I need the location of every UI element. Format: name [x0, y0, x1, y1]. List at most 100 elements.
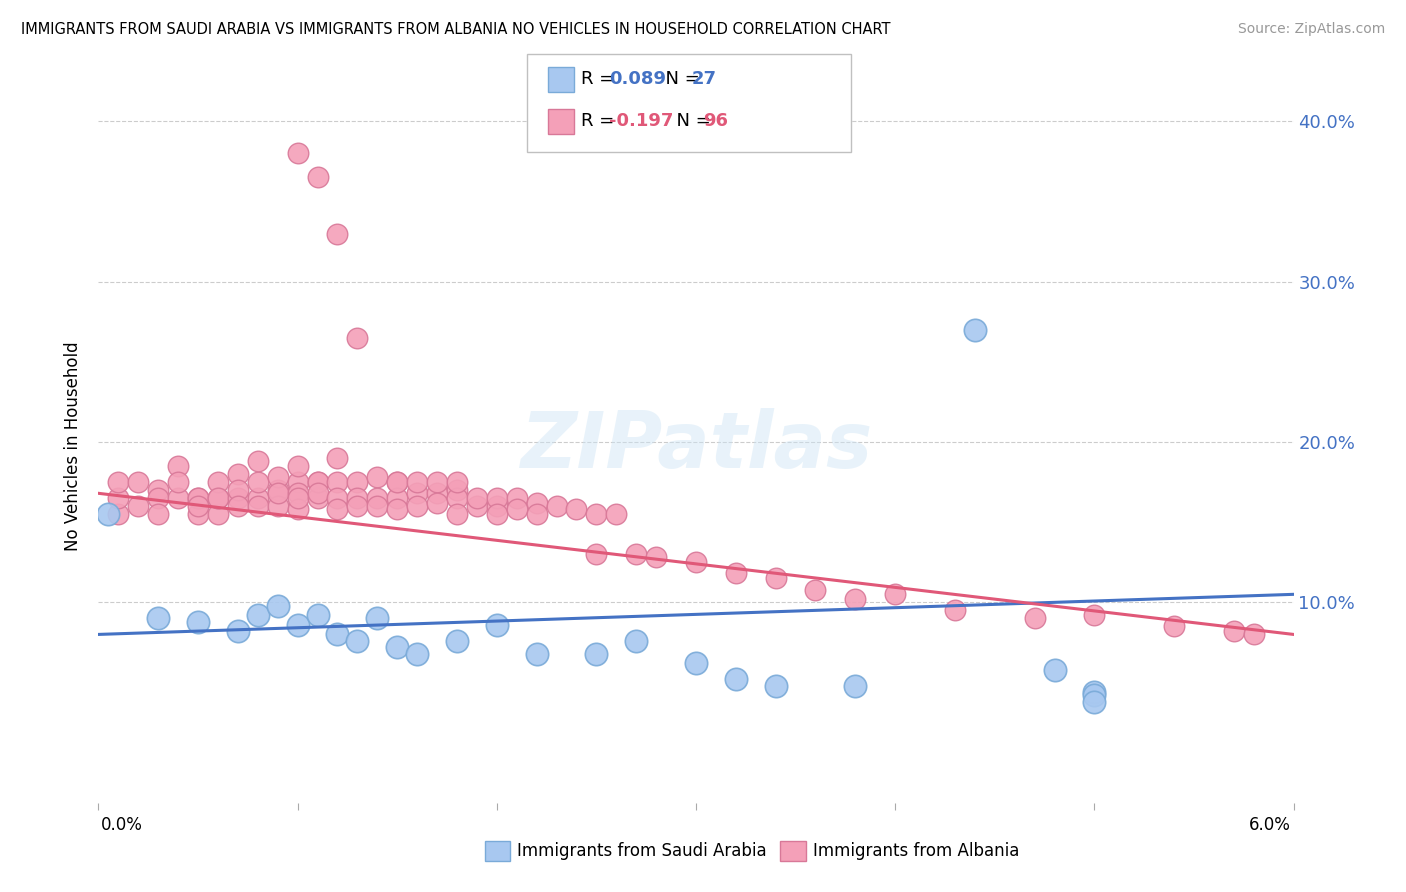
- Point: [1163, 619, 1185, 633]
- Point: [943, 603, 966, 617]
- Point: [385, 475, 409, 489]
- Text: 0.089: 0.089: [609, 70, 666, 88]
- Point: [506, 502, 529, 516]
- Point: [406, 499, 429, 513]
- Point: [326, 502, 349, 516]
- Point: [346, 491, 368, 505]
- Point: [287, 617, 309, 632]
- Point: [884, 587, 907, 601]
- Point: [97, 507, 120, 521]
- Point: [485, 507, 508, 521]
- Point: [526, 507, 548, 521]
- Point: [465, 499, 488, 513]
- Point: [446, 491, 468, 505]
- Point: [167, 491, 190, 505]
- Point: [685, 657, 707, 671]
- Point: [1083, 689, 1105, 703]
- Point: [804, 582, 827, 597]
- Text: Source: ZipAtlas.com: Source: ZipAtlas.com: [1237, 22, 1385, 37]
- Point: [585, 547, 607, 561]
- Text: ZIPatlas: ZIPatlas: [520, 408, 872, 484]
- Point: [246, 499, 269, 513]
- Point: [107, 475, 129, 489]
- Point: [207, 507, 229, 521]
- Point: [526, 647, 548, 661]
- Point: [187, 499, 209, 513]
- Point: [226, 624, 249, 639]
- Point: [426, 496, 449, 510]
- Point: [546, 499, 568, 513]
- Point: [645, 550, 668, 565]
- Point: [326, 450, 349, 465]
- Point: [207, 491, 229, 505]
- Point: [844, 592, 866, 607]
- Point: [107, 507, 129, 521]
- Point: [207, 475, 229, 489]
- Point: [307, 608, 329, 623]
- Point: [307, 475, 329, 489]
- Point: [187, 507, 209, 521]
- Point: [267, 599, 290, 613]
- Point: [385, 475, 409, 489]
- Text: 27: 27: [692, 70, 717, 88]
- Point: [187, 615, 209, 629]
- Point: [167, 475, 190, 489]
- Point: [626, 633, 648, 648]
- Point: [326, 475, 349, 489]
- Point: [446, 483, 468, 497]
- Point: [406, 475, 429, 489]
- Text: N =: N =: [665, 112, 717, 130]
- Point: [346, 475, 368, 489]
- Point: [346, 633, 368, 648]
- Text: Immigrants from Saudi Arabia: Immigrants from Saudi Arabia: [517, 842, 768, 860]
- Point: [287, 146, 309, 161]
- Point: [127, 499, 149, 513]
- Point: [765, 571, 787, 585]
- Point: [765, 679, 787, 693]
- Text: 6.0%: 6.0%: [1249, 816, 1291, 834]
- Point: [1083, 685, 1105, 699]
- Point: [426, 475, 449, 489]
- Point: [346, 499, 368, 513]
- Point: [226, 467, 249, 481]
- Point: [246, 475, 269, 489]
- Point: [267, 486, 290, 500]
- Point: [605, 507, 627, 521]
- Point: [565, 502, 588, 516]
- Point: [446, 633, 468, 648]
- Point: [1223, 624, 1246, 639]
- Point: [385, 491, 409, 505]
- Point: [465, 491, 488, 505]
- Point: [148, 507, 170, 521]
- Text: Immigrants from Albania: Immigrants from Albania: [813, 842, 1019, 860]
- Point: [485, 617, 508, 632]
- Point: [107, 491, 129, 505]
- Point: [226, 499, 249, 513]
- Point: [366, 499, 388, 513]
- Point: [246, 491, 269, 505]
- Point: [287, 475, 309, 489]
- Point: [148, 491, 170, 505]
- Point: [287, 502, 309, 516]
- Point: [585, 507, 607, 521]
- Y-axis label: No Vehicles in Household: No Vehicles in Household: [65, 341, 83, 551]
- Point: [287, 486, 309, 500]
- Text: 0.0%: 0.0%: [101, 816, 143, 834]
- Point: [1243, 627, 1265, 641]
- Point: [485, 499, 508, 513]
- Point: [307, 486, 329, 500]
- Point: [724, 673, 747, 687]
- Point: [167, 458, 190, 473]
- Point: [366, 611, 388, 625]
- Point: [1083, 695, 1105, 709]
- Point: [187, 491, 209, 505]
- Point: [485, 491, 508, 505]
- Point: [326, 491, 349, 505]
- Point: [366, 470, 388, 484]
- Point: [326, 227, 349, 241]
- Text: 96: 96: [703, 112, 728, 130]
- Point: [506, 491, 529, 505]
- Text: IMMIGRANTS FROM SAUDI ARABIA VS IMMIGRANTS FROM ALBANIA NO VEHICLES IN HOUSEHOLD: IMMIGRANTS FROM SAUDI ARABIA VS IMMIGRAN…: [21, 22, 890, 37]
- Text: -0.197: -0.197: [609, 112, 673, 130]
- Point: [127, 475, 149, 489]
